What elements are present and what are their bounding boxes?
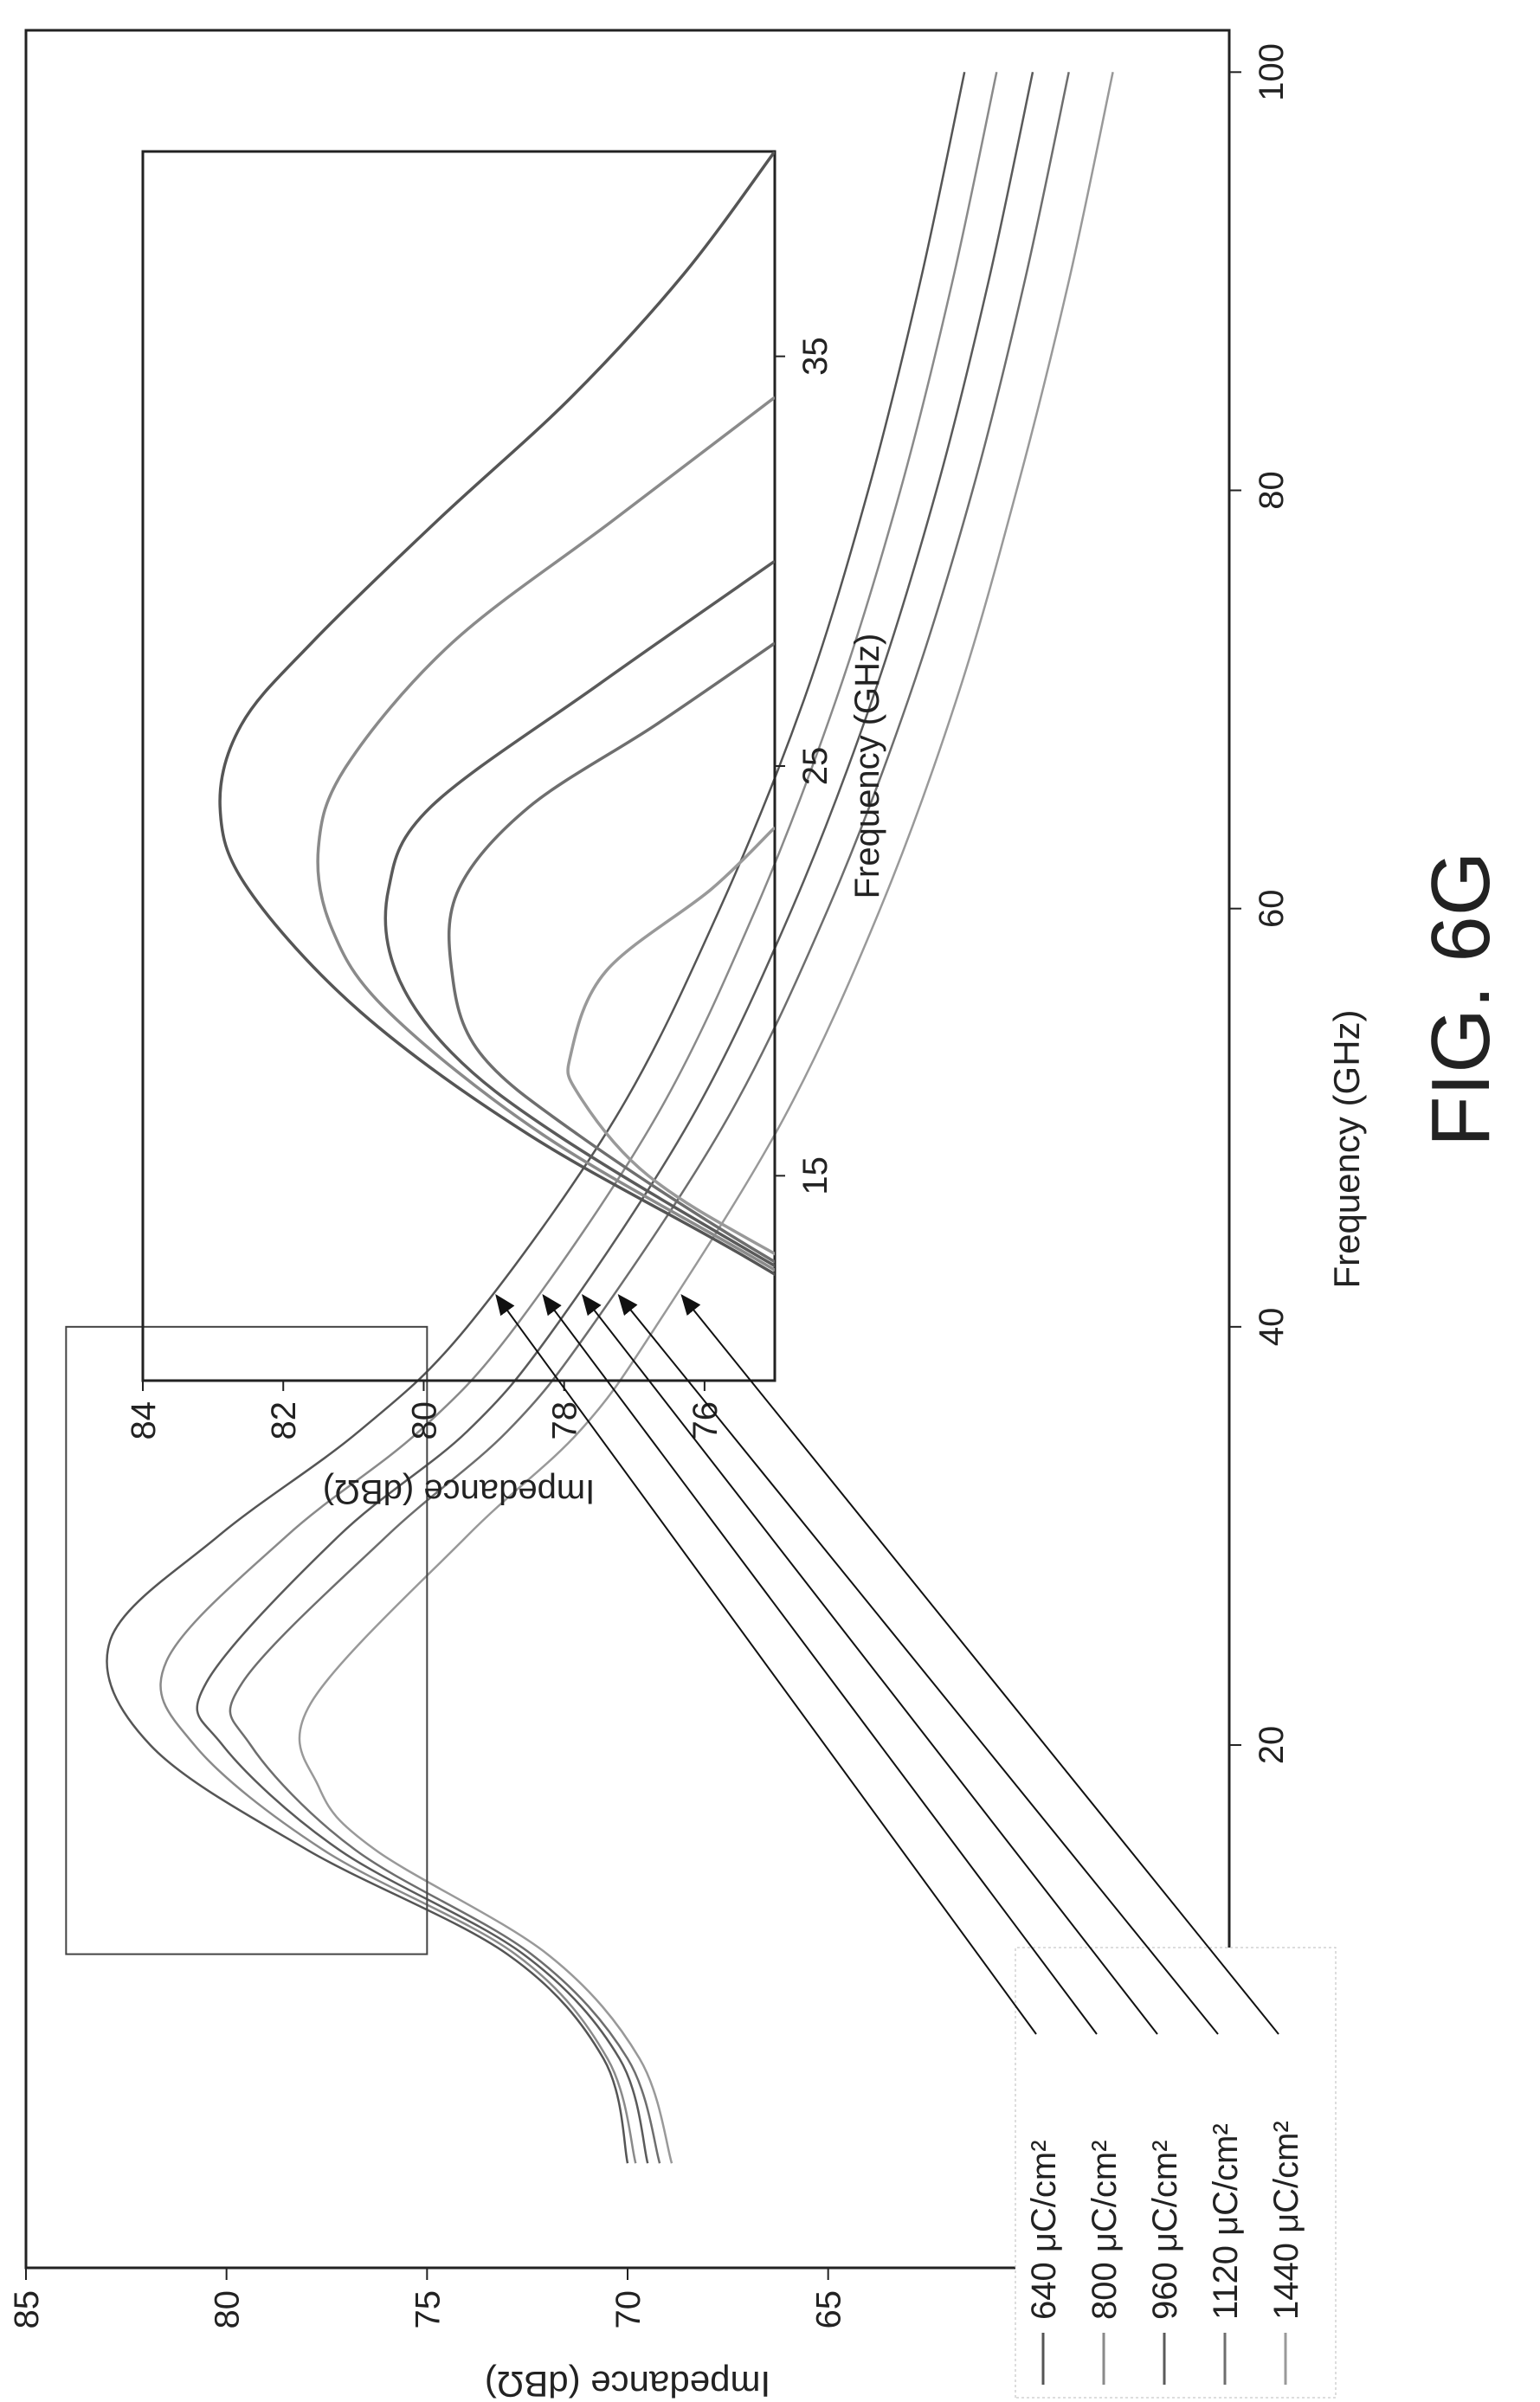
y-tick-label: 70: [609, 2290, 648, 2329]
legend-label: 960 μC/cm²: [1146, 2140, 1184, 2320]
legend-arrow: [542, 1294, 1098, 2035]
y-axis-label: Impedance (dBΩ): [485, 2364, 770, 2402]
legend-arrows: 640 μC/cm² 800 μC/cm² 960 μC/cm² 1120 μC/cm…: [495, 1293, 1337, 2399]
y-tick-label: 85: [8, 2290, 46, 2329]
series-line-1: [218, 151, 775, 1381]
zoom-region-box: [65, 1325, 428, 1955]
series-line-1: [106, 72, 966, 2164]
y-tick-label: 76: [686, 1401, 725, 1440]
x-tick-label: 40: [1253, 1308, 1291, 1347]
x-axis-label: Frequency (GHz): [1326, 1009, 1367, 1288]
series-line-4: [447, 641, 775, 1381]
x-tick-label: 20: [1253, 1726, 1291, 1765]
series-line-4: [229, 72, 1070, 2164]
legend-box: [1015, 1947, 1337, 2399]
series-line-2: [159, 72, 998, 2164]
series-lines: [106, 72, 1114, 2164]
series-lines: [218, 151, 775, 1381]
legend-label: 1120 μC/cm²: [1207, 2123, 1245, 2320]
y-tick-label: 80: [405, 1401, 443, 1440]
y-axis-label: Impedance (dBΩ): [323, 1472, 596, 1510]
series-line-3: [383, 559, 775, 1381]
x-axis-label: Frequency (GHz): [848, 634, 886, 899]
y-tick-label: 65: [810, 2290, 848, 2329]
x-tick-label: 80: [1253, 471, 1291, 510]
series-line-5: [298, 72, 1114, 2164]
series-line-5: [566, 826, 775, 1381]
figure-label: FIG. 6G: [1414, 852, 1507, 1147]
y-tick-label: 75: [409, 2290, 447, 2329]
x-tick-label: 35: [796, 337, 834, 376]
legend-label: 1440 μC/cm²: [1267, 2121, 1305, 2320]
legend-arrow: [617, 1294, 1219, 2035]
main-chart: 02040608010055606570758085Frequency (GHz…: [8, 29, 1367, 2402]
x-tick-label: 60: [1253, 889, 1291, 928]
y-tick-label: 80: [209, 2290, 247, 2329]
y-tick-label: 84: [125, 1401, 163, 1440]
legend-label: 640 μC/cm²: [1025, 2140, 1063, 2320]
x-tick-label: 100: [1253, 43, 1291, 101]
series-line-3: [196, 72, 1034, 2164]
legend-arrow: [495, 1293, 1037, 2035]
series-line-2: [316, 396, 775, 1381]
y-tick-label: 82: [265, 1401, 303, 1440]
legend-label: 800 μC/cm²: [1086, 2140, 1124, 2320]
x-tick-label: 25: [796, 747, 834, 786]
legend-arrow: [582, 1294, 1158, 2035]
x-tick-label: 15: [796, 1156, 834, 1195]
legend-arrow: [680, 1294, 1279, 2035]
